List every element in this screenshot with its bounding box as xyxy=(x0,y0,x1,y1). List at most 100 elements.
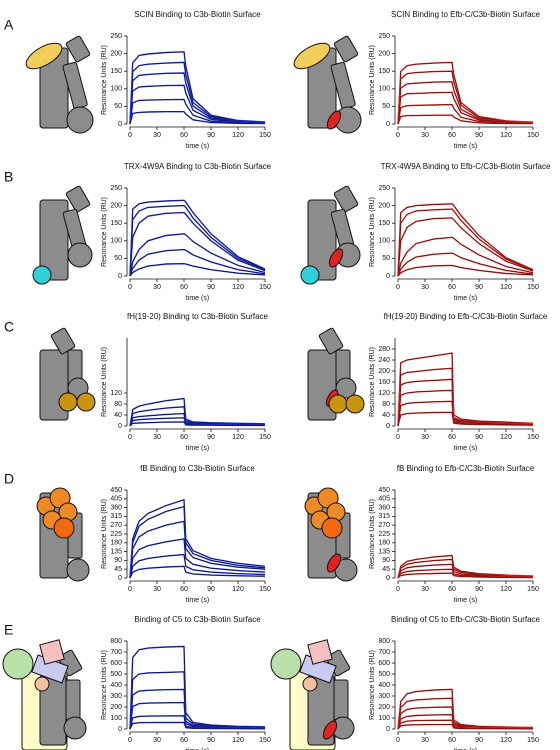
y-tick-label: 600 xyxy=(378,660,390,667)
x-axis-label: time (s) xyxy=(454,597,477,604)
y-tick-label: 0 xyxy=(118,726,122,733)
y-axis-label: Resonance Units (RU) xyxy=(369,499,376,569)
y-tick-label: 45 xyxy=(114,566,122,573)
chart-title: fH(19-20) Binding to C3b-Biotin Surface xyxy=(127,312,269,321)
x-tick-label: 150 xyxy=(527,132,539,139)
y-tick-label: 200 xyxy=(110,202,122,209)
y-tick-label: 45 xyxy=(382,566,390,573)
cartoon-c5-c3b xyxy=(2,639,87,750)
fit-line xyxy=(397,368,534,427)
x-tick-label: 30 xyxy=(153,132,161,139)
y-tick-label: 100 xyxy=(378,715,390,722)
x-tick-label: 30 xyxy=(421,434,429,441)
fit-line xyxy=(129,722,266,730)
x-tick-label: 60 xyxy=(180,132,188,139)
x-tick-label: 90 xyxy=(207,586,215,593)
x-tick-label: 0 xyxy=(128,586,132,593)
sensorgram-line xyxy=(129,199,266,277)
cartoon-trx-c3b xyxy=(32,185,93,285)
x-tick-label: 120 xyxy=(500,132,512,139)
x-tick-label: 30 xyxy=(421,586,429,593)
x-tick-label: 60 xyxy=(448,284,456,291)
sensorgram-line xyxy=(129,61,266,125)
y-tick-label: 280 xyxy=(378,346,390,353)
fit-line xyxy=(397,70,534,125)
x-tick-label: 60 xyxy=(180,284,188,291)
cartoon-fb-c3b xyxy=(36,487,90,582)
fit-line xyxy=(129,263,266,277)
fit-line xyxy=(129,111,266,125)
y-tick-label: 700 xyxy=(110,649,122,656)
x-tick-label: 0 xyxy=(396,434,400,441)
panel-label: D xyxy=(4,471,14,487)
y-tick-label: 80 xyxy=(382,401,390,408)
y-tick-label: 0 xyxy=(118,273,122,280)
panel-label: E xyxy=(4,622,13,638)
y-tick-label: 120 xyxy=(378,390,390,397)
cartoon-trx-efbc xyxy=(300,185,361,285)
y-axis-label: Resonance Units (RU) xyxy=(101,197,108,267)
y-tick-label: 225 xyxy=(378,531,390,538)
chart-title: Binding of C5 to C3b-Biotin Surface xyxy=(134,615,261,624)
fit-line xyxy=(397,237,534,277)
y-tick-label: 90 xyxy=(114,557,122,564)
fit-line xyxy=(129,72,266,125)
x-axis-label: time (s) xyxy=(454,143,477,150)
x-tick-label: 120 xyxy=(232,434,244,441)
y-tick-label: 250 xyxy=(378,33,390,40)
x-tick-label: 120 xyxy=(500,737,512,744)
x-axis-label: time (s) xyxy=(454,445,477,452)
y-tick-label: 50 xyxy=(382,255,390,262)
fit-line xyxy=(397,62,534,125)
x-axis-label: time (s) xyxy=(454,748,477,750)
x-tick-label: 0 xyxy=(396,737,400,744)
fit-line xyxy=(129,499,266,579)
x-tick-label: 150 xyxy=(527,586,539,593)
sensorgram-line xyxy=(397,203,534,277)
sensorgram-line xyxy=(129,397,266,427)
sensorgram-line xyxy=(129,520,266,579)
x-tick-label: 150 xyxy=(527,434,539,441)
y-tick-label: 135 xyxy=(110,548,122,555)
x-tick-label: 90 xyxy=(475,284,483,291)
fit-line xyxy=(397,92,534,125)
y-tick-label: 200 xyxy=(110,704,122,711)
y-tick-label: 225 xyxy=(110,531,122,538)
fit-line xyxy=(397,81,534,125)
y-tick-label: 150 xyxy=(110,68,122,75)
x-tick-label: 0 xyxy=(396,586,400,593)
sensorgram-line xyxy=(397,367,534,427)
y-tick-label: 150 xyxy=(110,220,122,227)
x-tick-label: 120 xyxy=(500,284,512,291)
x-tick-label: 30 xyxy=(153,737,161,744)
x-tick-label: 150 xyxy=(527,284,539,291)
sensorgram-line xyxy=(397,352,534,427)
x-tick-label: 0 xyxy=(128,284,132,291)
fit-line xyxy=(129,421,265,427)
y-tick-label: 800 xyxy=(110,638,122,645)
fit-line xyxy=(397,208,534,277)
y-tick-label: 0 xyxy=(386,575,390,582)
x-tick-label: 90 xyxy=(207,434,215,441)
y-tick-label: 300 xyxy=(110,693,122,700)
fit-line xyxy=(129,212,266,277)
fit-line xyxy=(397,217,534,277)
y-tick-label: 600 xyxy=(110,660,122,667)
x-tick-label: 60 xyxy=(180,586,188,593)
y-tick-label: 315 xyxy=(378,513,390,520)
fit-line xyxy=(397,265,534,277)
y-tick-label: 150 xyxy=(378,220,390,227)
fit-line xyxy=(397,724,534,730)
x-axis-label: time (s) xyxy=(186,445,209,452)
chart-title: fH(19-20) Binding to Efb-C/C3b-Biotin Su… xyxy=(384,312,548,321)
y-tick-label: 250 xyxy=(110,33,122,40)
x-tick-label: 0 xyxy=(128,737,132,744)
y-tick-label: 100 xyxy=(110,238,122,245)
fit-line xyxy=(397,555,534,579)
y-tick-label: 90 xyxy=(382,557,390,564)
y-axis-label: Resonance Units (RU) xyxy=(101,45,108,115)
y-tick-label: 0 xyxy=(118,423,122,430)
x-tick-label: 30 xyxy=(421,132,429,139)
chart-title: SCIN Binding to C3b-Biotin Surface xyxy=(134,10,261,19)
fit-line xyxy=(129,233,266,277)
